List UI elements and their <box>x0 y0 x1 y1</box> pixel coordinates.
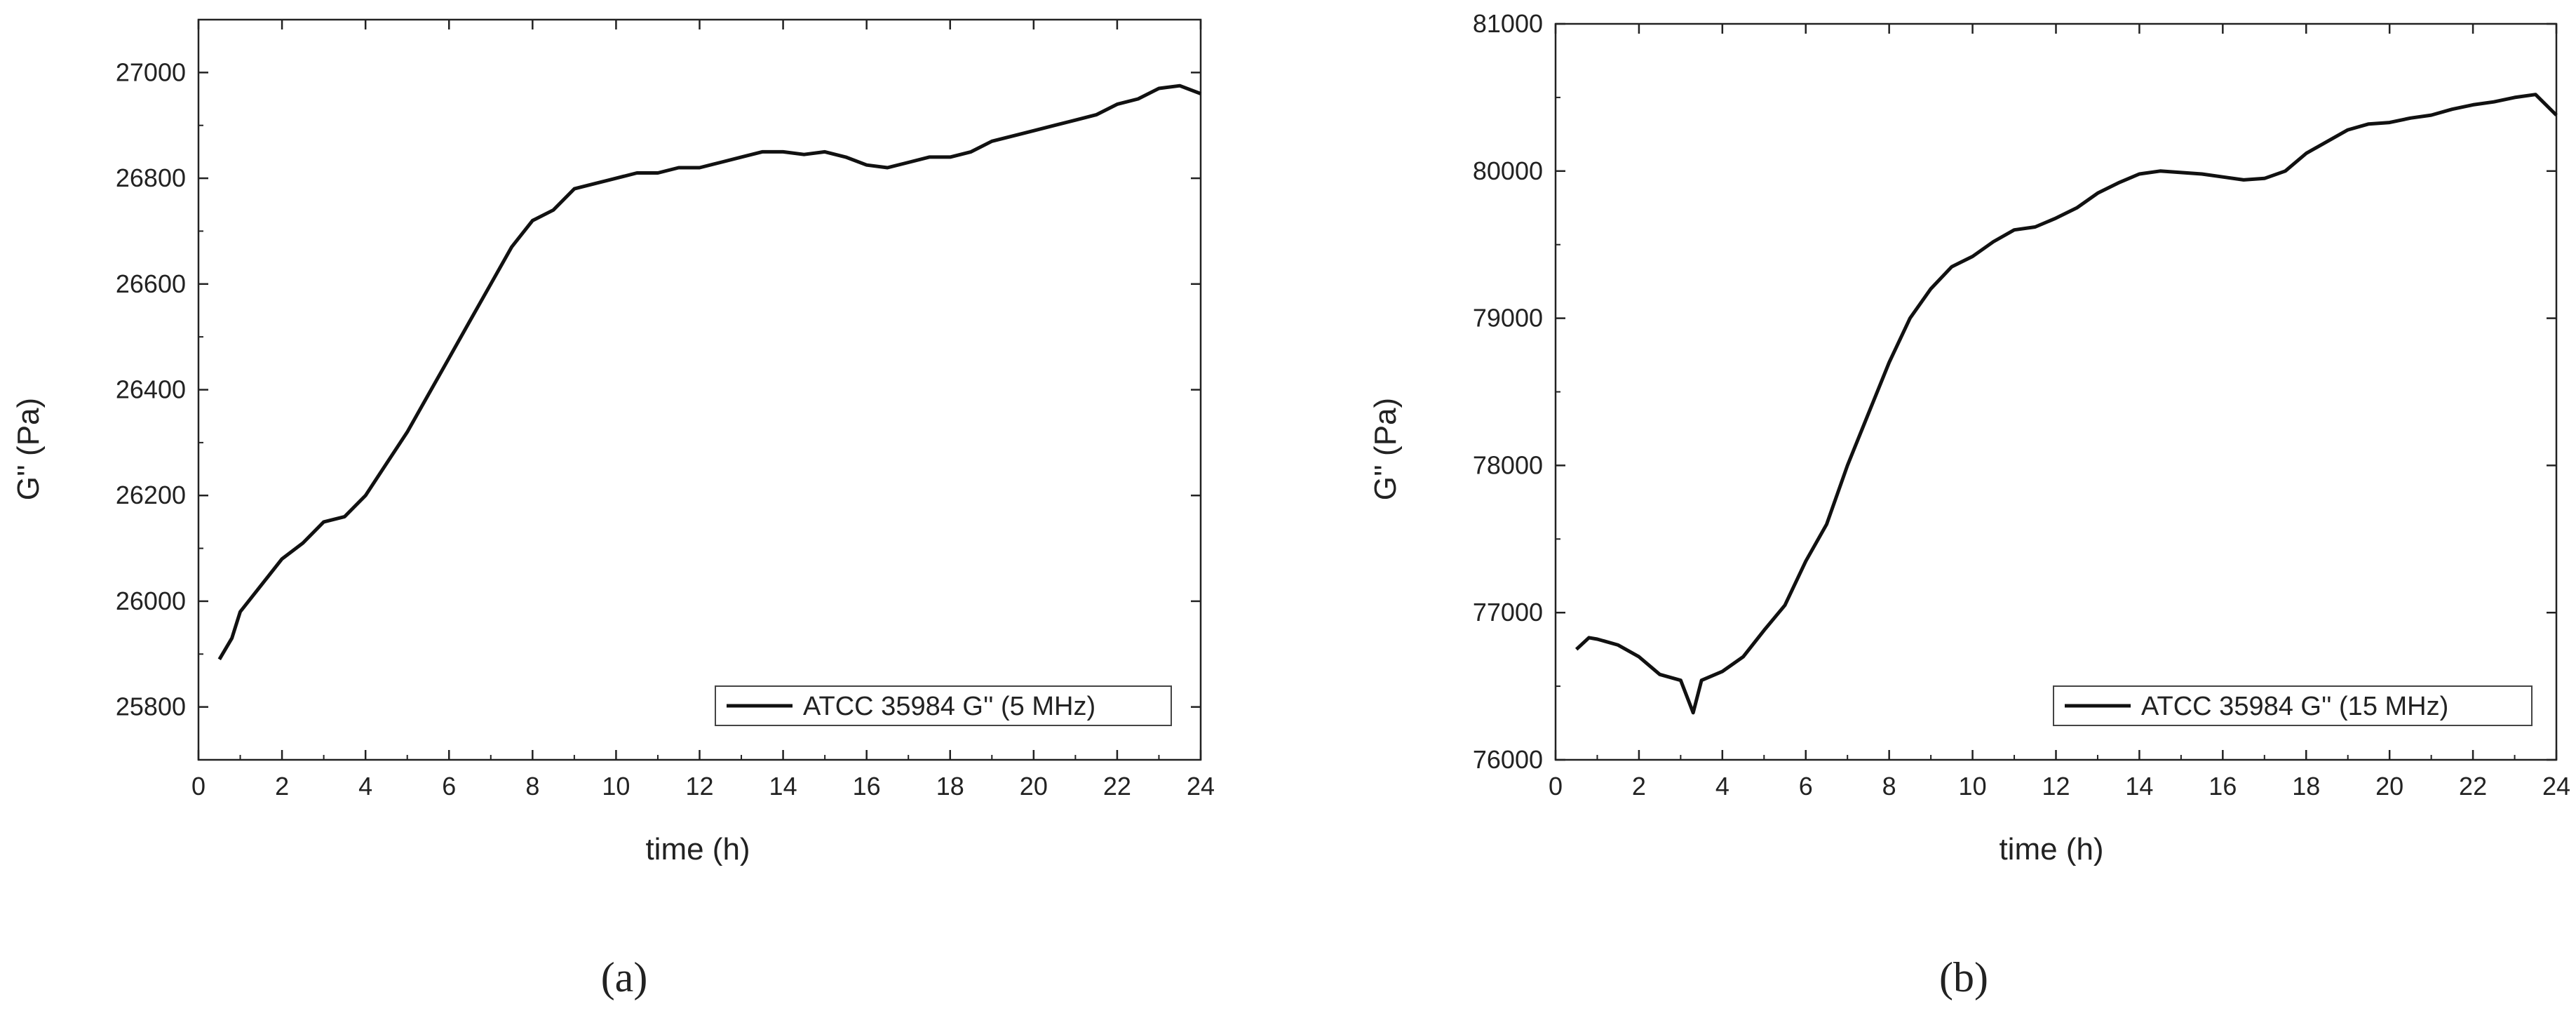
panel-a-y-tick-label: 25800 <box>116 692 186 721</box>
panel-b-label: (b) <box>1939 954 1988 1000</box>
panel-a-legend-label: ATCC 35984 G'' (5 MHz) <box>803 692 1095 721</box>
panel-b-x-tick-label: 20 <box>2375 772 2403 801</box>
panel-b-legend-box <box>2053 685 2533 726</box>
panel-b-x-tick-label: 12 <box>2042 772 2070 801</box>
panel-b-series-line <box>1574 93 2558 715</box>
panel-a-y-tick-label: 27000 <box>116 58 186 86</box>
panel-b-y-tick-label: 79000 <box>1473 304 1543 333</box>
panel-b-x-tick-label: 14 <box>2125 772 2153 801</box>
panel-a-x-tick-label: 8 <box>525 772 539 801</box>
panel-a-plot-frame <box>197 18 1202 761</box>
panel-b-x-tick-label: 4 <box>1715 772 1729 801</box>
panel-a-y-tick-label: 26200 <box>116 481 186 509</box>
panel-a-x-tick-label: 6 <box>442 772 456 801</box>
panel-b: G'' (Pa) 0 2 4 6 8 10 12 14 16 18 20 22 247600077000… <box>1368 9 2570 1000</box>
panel-a-x-tick-label: 0 <box>191 772 205 801</box>
panel-a-y-tick-label: 26000 <box>116 587 186 615</box>
panel-a-x-tick-label: 24 <box>1187 772 1215 801</box>
panel-a-x-tick-label: 10 <box>602 772 630 801</box>
panel-b-y-tick-label: 81000 <box>1473 9 1543 38</box>
panel-b-x-tick-label: 22 <box>2459 772 2487 801</box>
panel-a-x-tick-label: 12 <box>685 772 713 801</box>
panel-a-plot: 0 2 4 6 8 10 12 14 16 18 20 22 242580026000262002640… <box>116 18 1215 801</box>
panel-a-y-tick-label: 26800 <box>116 163 186 192</box>
panel-a-x-tick-label: 22 <box>1103 772 1131 801</box>
panel-b-x-tick-label: 18 <box>2292 772 2320 801</box>
panel-a-x-tick-label: 18 <box>936 772 964 801</box>
panel-b-x-tick-label: 6 <box>1799 772 1813 801</box>
panel-a-x-tick-label: 20 <box>1020 772 1048 801</box>
panel-b-y-tick-label: 80000 <box>1473 156 1543 185</box>
panel-b-x-tick-label: 8 <box>1882 772 1896 801</box>
panel-a-x-tick-label: 2 <box>275 772 289 801</box>
panel-b-x-tick-label: 2 <box>1632 772 1646 801</box>
panel-a-x-tick-label: 16 <box>853 772 881 801</box>
panel-b-x-tick-label: 0 <box>1549 772 1563 801</box>
panel-b-y-tick-label: 76000 <box>1473 745 1543 774</box>
panel-a: G'' (Pa) 0 2 4 6 8 10 12 14 16 18 20 22 242580026000… <box>11 18 1215 1000</box>
panel-a-series-line <box>217 83 1201 661</box>
panel-b-y-axis-label: G'' (Pa) <box>1368 398 1403 500</box>
panel-a-x-tick-label: 14 <box>769 772 797 801</box>
panel-b-y-tick-label: 78000 <box>1473 450 1543 479</box>
panel-b-x-axis-label: time (h) <box>1999 832 2103 866</box>
panel-a-y-tick-label: 26600 <box>116 269 186 298</box>
panel-a-x-tick-label: 4 <box>358 772 372 801</box>
panel-a-y-axis-label: G'' (Pa) <box>11 398 46 500</box>
panel-b-x-tick-label: 24 <box>2542 772 2570 801</box>
panel-b-x-tick-label: 16 <box>2209 772 2237 801</box>
panel-b-plot-frame <box>1554 22 2558 761</box>
panel-a-y-tick-label: 26400 <box>116 375 186 404</box>
panel-b-plot: 0 2 4 6 8 10 12 14 16 18 20 22 247600077000780007900… <box>1473 9 2570 801</box>
panel-b-x-tick-label: 10 <box>1959 772 1987 801</box>
panel-a-x-axis-label: time (h) <box>645 832 750 866</box>
panel-b-y-tick-label: 77000 <box>1473 598 1543 627</box>
panel-b-legend-label: ATCC 35984 G'' (15 MHz) <box>2141 692 2448 721</box>
panel-a-label: (a) <box>601 954 648 1000</box>
